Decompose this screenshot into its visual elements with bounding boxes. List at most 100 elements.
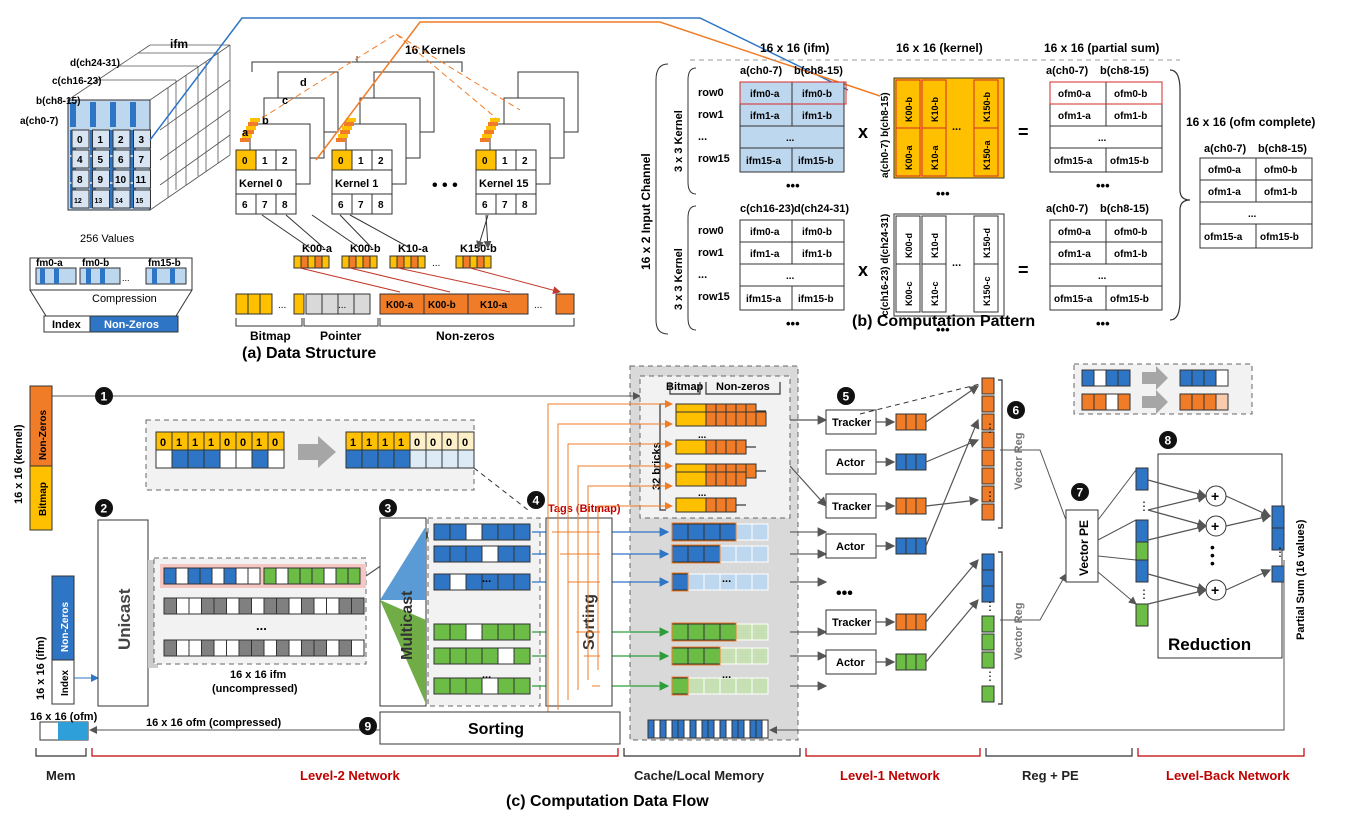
sort-arrow	[298, 436, 336, 468]
ofm-strip-cell	[701, 719, 709, 739]
ifm-grid-cell	[133, 189, 151, 209]
ifm-grid-value: 4	[77, 155, 83, 166]
partial-sum-cell	[1271, 565, 1285, 583]
step-number: 3	[385, 502, 392, 516]
pointer-label: Pointer	[320, 329, 362, 343]
l1-reg-cell	[895, 537, 907, 555]
kernel-cell	[371, 193, 393, 215]
ifm-grid-value: 14	[115, 198, 123, 205]
compressed-kernel-strip: ...... K00-a K00-b K10-a...	[235, 293, 575, 315]
uncompressed-label: (uncompressed)	[212, 683, 298, 695]
col-head: a(ch0-7)	[1046, 65, 1089, 77]
legend-cell	[1093, 369, 1107, 387]
mc-blue-cell	[481, 523, 499, 541]
kernel-stripe	[248, 122, 258, 126]
cache-green-cell	[719, 647, 737, 665]
ofm-strip-cell	[743, 719, 751, 739]
kernel-cell-label: K10-a	[930, 144, 940, 170]
cache-green-cell	[735, 623, 753, 641]
col-head: a(ch0-7)	[1204, 143, 1247, 155]
kernel-cell-label: K150-c	[982, 276, 992, 306]
vreg-orange-cell	[981, 431, 995, 449]
kernel-stripe	[242, 134, 252, 138]
ifm-cell: ifm15-a	[746, 156, 781, 167]
input-channel-label: 16 x 2 Input Channel	[639, 153, 653, 270]
step-number: 5	[843, 390, 850, 404]
brick-nonzero	[745, 411, 757, 427]
psum-cell: ofm0-a	[1058, 89, 1091, 100]
kernel-cell-label: K10-d	[930, 233, 940, 258]
cache-green-cell	[703, 677, 721, 695]
bitmap-bit-value: 1	[366, 437, 372, 449]
legend-cell	[1105, 393, 1119, 411]
ifm-cell-green	[299, 567, 313, 585]
mc-green-cell	[465, 623, 483, 641]
psum-cell: ofm1-b	[1114, 111, 1147, 122]
sorting-box-vert	[545, 517, 613, 707]
cache-green-cell	[671, 623, 689, 641]
ch-label-b: b(ch8-15)	[36, 96, 80, 107]
ofm-compressed-label: 16 x 16 ofm (compressed)	[146, 717, 281, 729]
cache-green-cell	[671, 647, 689, 665]
vreg-orange-cell	[981, 485, 995, 503]
kernel-cell-value: 6	[482, 200, 488, 211]
ofm-strip-cell	[665, 719, 673, 739]
mc-green-cell	[481, 647, 499, 665]
ofm-strip-cell	[713, 719, 721, 739]
mc-ellipsis: ...	[482, 669, 491, 681]
kernel-stripe	[246, 126, 256, 130]
brick-nonzero	[705, 471, 717, 487]
cache-green-cell	[703, 647, 721, 665]
kernel-ellipsis: ...	[952, 121, 961, 133]
cache-blue-cell	[687, 545, 705, 563]
legend-cell	[1215, 393, 1229, 411]
header-ifm: 16 x 16 (ifm)	[760, 41, 829, 55]
k-strip-cell	[403, 255, 412, 269]
section-label: Level-1 Network	[840, 768, 940, 783]
mc-blue-cell	[497, 523, 515, 541]
kernel-stripe	[490, 118, 500, 122]
kernel-cell-value: 0	[482, 156, 488, 167]
step-badge	[359, 717, 377, 735]
ifm-cell-gray	[301, 639, 315, 657]
multicast-label: Multicast	[399, 590, 416, 660]
k-strip-cell	[369, 255, 378, 269]
cache-blue-cell	[687, 573, 705, 591]
mc-blue-cell	[465, 545, 483, 563]
kernel-cell-bot	[895, 215, 921, 265]
kernel-cell-value: 0	[338, 156, 344, 167]
cache-blue-cell	[735, 573, 753, 591]
kernel-cell-bot	[895, 263, 921, 313]
bitmap-bit-value: 1	[382, 437, 388, 449]
l1-reg-cell	[915, 453, 927, 471]
kernel-stripe	[338, 134, 348, 138]
bitmap-data	[203, 449, 221, 469]
ifm-grid-cell	[92, 169, 110, 189]
ifm-cell: ifm0-b	[802, 89, 832, 100]
mc-blue-cell	[433, 573, 451, 591]
psum-dots: •••	[1096, 178, 1110, 193]
cache-green-cell	[671, 677, 689, 695]
legend-cell	[1081, 369, 1095, 387]
psum-ellipsis: ...	[1098, 133, 1107, 144]
adder-dots: •	[1210, 539, 1215, 555]
ifm-index-box	[51, 659, 75, 705]
legend-cell	[1117, 369, 1131, 387]
cache-green-cell	[687, 677, 705, 695]
ifm-grid-value: 15	[136, 198, 144, 205]
equals-sign-top: =	[1018, 122, 1029, 142]
mc-blue-cell	[497, 545, 515, 563]
ifm-cell-gray	[313, 597, 327, 615]
mc-green-cell	[497, 623, 515, 641]
kernel-cell-bot	[973, 215, 999, 265]
ofm-cell: ofm15-a	[1204, 232, 1243, 243]
brick-nonzero	[725, 411, 737, 427]
vreg-label-bot: Vector Reg	[1013, 603, 1025, 660]
legend-arrow	[1142, 390, 1168, 414]
kernel-cell-bot	[921, 263, 947, 313]
ifm-cell-gray	[226, 639, 240, 657]
adder-sign: +	[1211, 582, 1219, 598]
ofm-cell: ofm0-b	[1264, 165, 1297, 176]
ifm-cell-gray	[201, 639, 215, 657]
